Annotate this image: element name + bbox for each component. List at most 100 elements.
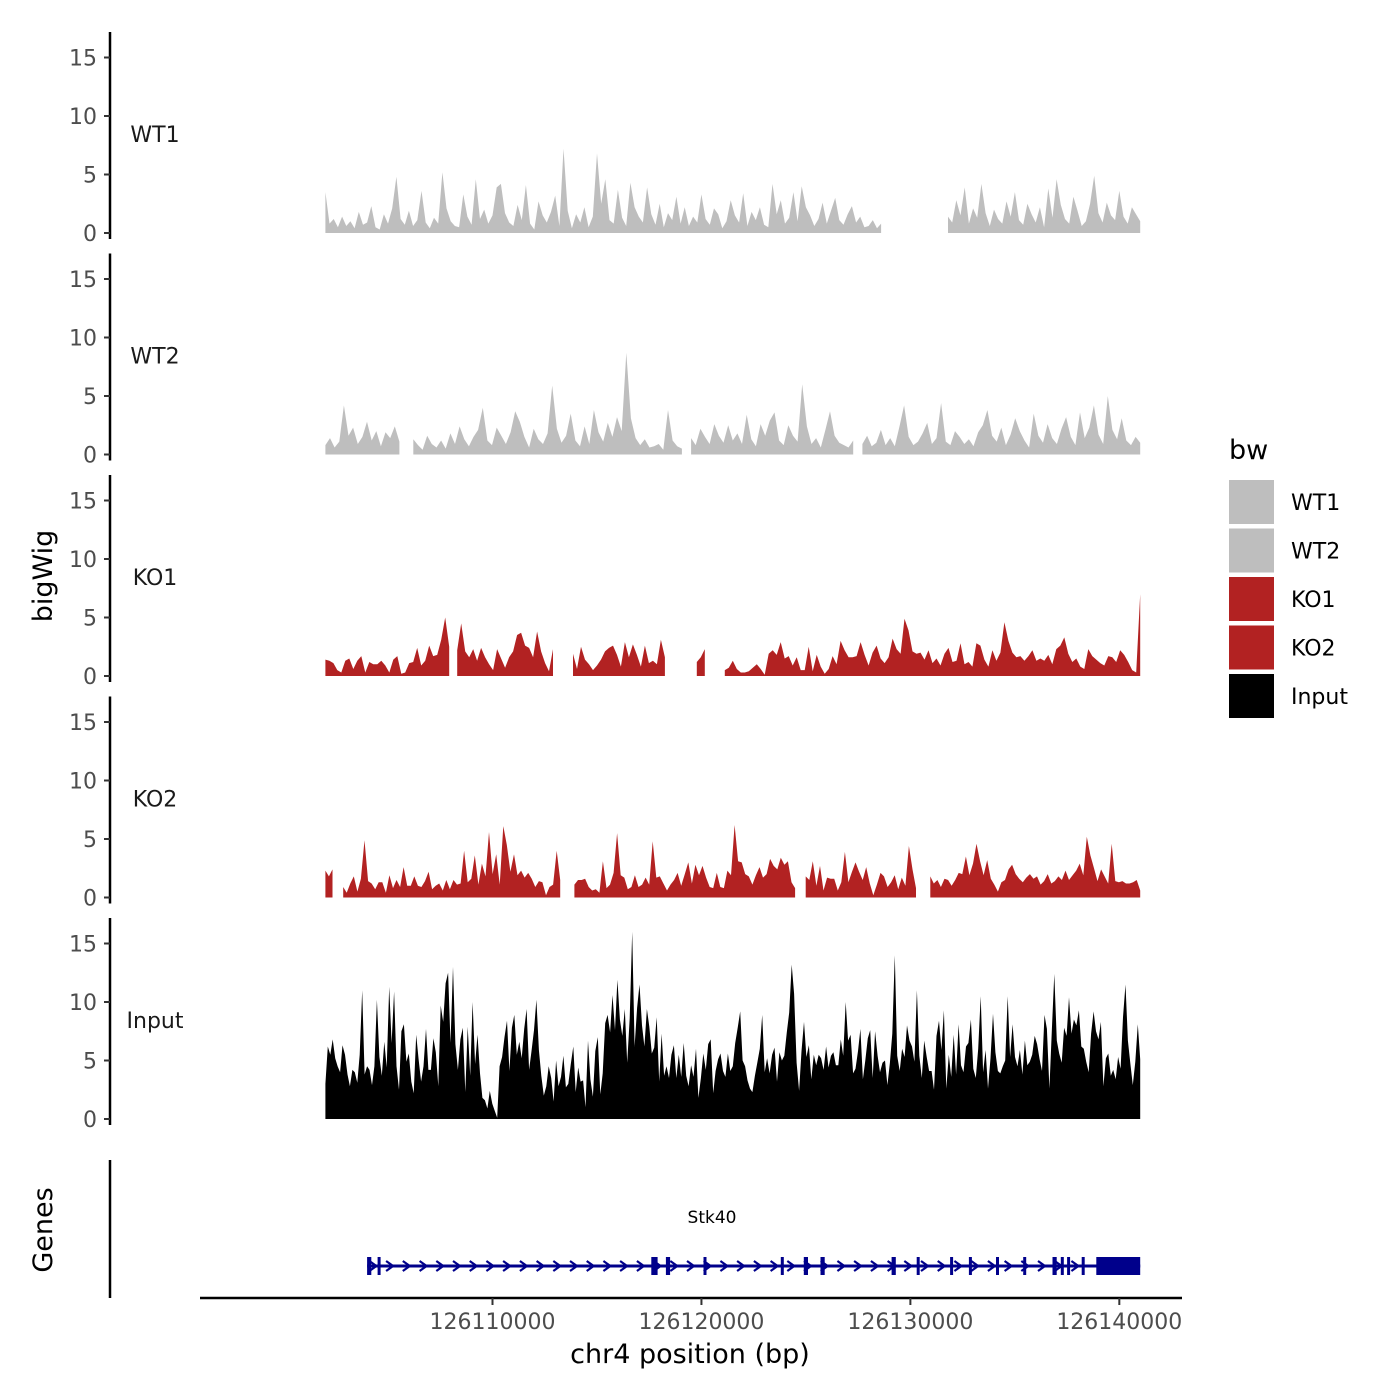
gene-exon (780, 1257, 784, 1275)
strand-arrow (1037, 1260, 1047, 1272)
x-axis: 126110000 126120000 126130000 126140000 (200, 1296, 1182, 1335)
area-ko2 (343, 826, 561, 898)
x-axis-title: chr4 position (bp) (570, 1339, 810, 1370)
legend-label-ko1: KO1 (1291, 588, 1336, 613)
strand-arrow (535, 1260, 546, 1272)
area-ko1 (457, 623, 553, 676)
legend-title: bw (1229, 435, 1268, 466)
strand-arrow (719, 1260, 730, 1272)
track-label-ko2: KO2 (133, 788, 178, 813)
gene-exon (703, 1257, 707, 1275)
strand-arrow (586, 1260, 596, 1272)
track-wt2: 0 5 10 15 WT2 (69, 253, 1141, 469)
strand-arrow (853, 1260, 863, 1272)
track-ko2: 0 5 10 15 KO2 (69, 696, 1141, 912)
genes-axis-title: Genes (28, 1187, 59, 1272)
legend-key-ko2 (1229, 625, 1274, 670)
track-label-ko1: KO1 (133, 566, 178, 591)
gene-exon (377, 1257, 381, 1275)
y-tick-label: 0 (83, 222, 97, 247)
y-axis-title: bigWig (28, 530, 59, 623)
y-tick-label: 5 (83, 385, 97, 410)
strand-arrow (602, 1260, 613, 1272)
y-tick-label: 15 (69, 933, 97, 958)
area-ko1 (696, 649, 705, 676)
strand-arrow (1070, 1260, 1081, 1272)
strand-arrow (502, 1260, 512, 1272)
gene-exon (803, 1257, 808, 1275)
strand-arrow (452, 1260, 462, 1272)
gene-exon (1052, 1257, 1057, 1275)
gene-name-label: Stk40 (688, 1208, 737, 1228)
strand-arrow (569, 1260, 579, 1272)
area-input (325, 931, 1141, 1119)
strand-arrow (385, 1260, 395, 1272)
strand-arrow (519, 1260, 529, 1272)
strand-arrow (769, 1260, 780, 1272)
legend-key-wt1 (1229, 480, 1274, 524)
strand-arrow (786, 1260, 797, 1272)
strand-arrow (903, 1260, 914, 1272)
y-tick-label: 10 (69, 548, 97, 573)
strand-arrow (552, 1260, 563, 1272)
y-tick-label: 15 (69, 268, 97, 293)
area-wt2 (862, 396, 1141, 455)
bigwig-tracks: 0 5 10 15 WT1 0 5 10 15 WT2 0 5 10 15 KO1 0 5 10 15 KO2 0 5 10… (69, 32, 1141, 1133)
area-ko2 (930, 836, 1141, 898)
x-tick-label: 126110000 (430, 1310, 556, 1335)
strand-arrow (469, 1260, 479, 1272)
legend-label-ko2: KO2 (1291, 637, 1336, 662)
x-tick-label: 126130000 (847, 1310, 973, 1335)
y-tick-label: 10 (69, 770, 97, 795)
track-ko1: 0 5 10 15 KO1 (69, 475, 1141, 690)
strand-arrow (870, 1260, 880, 1272)
area-wt1 (325, 148, 882, 233)
gene-exon (950, 1257, 954, 1275)
gene-exon (367, 1257, 372, 1275)
gene-exon (1096, 1257, 1141, 1275)
y-tick-label: 0 (83, 1108, 97, 1133)
strand-arrow (435, 1260, 446, 1272)
strand-arrow (686, 1260, 696, 1272)
gene-exon (651, 1257, 658, 1275)
y-tick-label: 10 (69, 991, 97, 1016)
area-wt1 (948, 175, 1141, 233)
y-tick-label: 15 (69, 490, 97, 515)
area-ko2 (805, 846, 916, 898)
track-input: 0 5 10 15 Input (69, 918, 1141, 1133)
gene-exon (968, 1257, 972, 1275)
gene-track: Stk40 (367, 1208, 1141, 1275)
gene-exon (891, 1257, 896, 1275)
y-tick-label: 10 (69, 105, 97, 130)
strand-arrow (402, 1260, 412, 1272)
strand-arrow (836, 1260, 847, 1272)
y-tick-label: 5 (83, 607, 97, 632)
strand-arrow (953, 1260, 964, 1272)
strand-arrow (669, 1260, 680, 1272)
area-wt2 (325, 405, 400, 455)
y-tick-label: 0 (83, 665, 97, 690)
gene-exon (665, 1257, 671, 1275)
y-tick-label: 0 (83, 887, 97, 912)
area-ko1 (325, 617, 450, 676)
legend: bw WT1 WT2 KO1 KO2 Input (1229, 435, 1348, 718)
strand-arrow (920, 1260, 930, 1272)
strand-arrow (619, 1260, 629, 1272)
legend-key-wt2 (1229, 528, 1274, 573)
strand-arrow (987, 1260, 997, 1272)
strand-arrow (418, 1260, 429, 1272)
gene-exon (996, 1257, 999, 1275)
legend-key-ko1 (1229, 577, 1274, 621)
strand-arrow (753, 1260, 763, 1272)
gene-exon (916, 1257, 920, 1275)
area-ko2 (325, 869, 333, 898)
strand-arrow (736, 1260, 746, 1272)
y-tick-label: 10 (69, 327, 97, 352)
gene-exon (1060, 1257, 1064, 1275)
strand-arrow (937, 1260, 947, 1272)
strand-arrow (485, 1260, 496, 1272)
legend-key-input (1229, 674, 1274, 718)
y-tick-label: 5 (83, 828, 97, 853)
y-tick-label: 15 (69, 47, 97, 72)
